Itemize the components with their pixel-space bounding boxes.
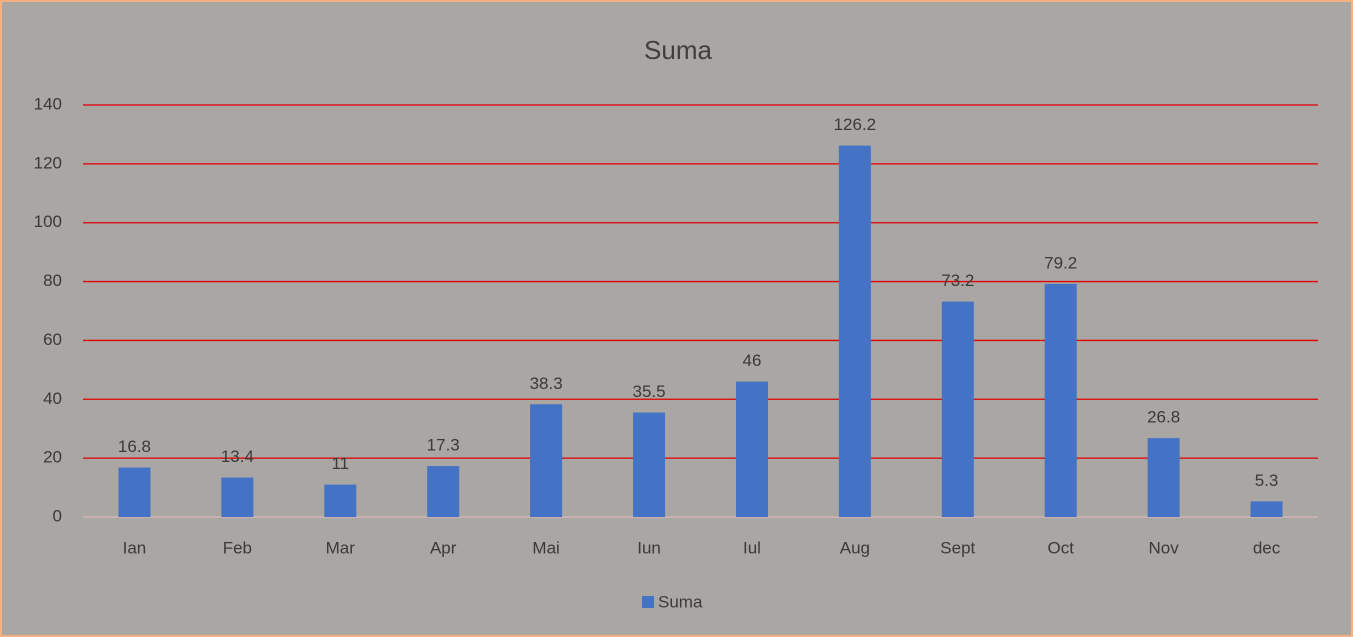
data-label: 46 xyxy=(742,351,761,370)
bar xyxy=(530,404,563,517)
data-label: 5.3 xyxy=(1255,471,1279,490)
data-label: 73.2 xyxy=(941,271,974,290)
bar xyxy=(324,484,357,517)
bar xyxy=(1250,501,1283,517)
x-tick-label: Ian xyxy=(123,538,147,557)
x-tick-label: Sept xyxy=(940,538,975,557)
data-label: 38.3 xyxy=(530,374,563,393)
x-tick-label: Nov xyxy=(1149,538,1180,557)
y-tick-label: 120 xyxy=(34,153,62,172)
legend-swatch xyxy=(642,596,654,608)
y-tick-label: 0 xyxy=(53,506,62,525)
legend-label: Suma xyxy=(658,592,703,611)
x-tick-label: Aug xyxy=(840,538,870,557)
data-label: 16.8 xyxy=(118,437,151,456)
data-label: 17.3 xyxy=(427,436,460,455)
y-tick-label: 80 xyxy=(43,271,62,290)
bar xyxy=(1147,438,1180,517)
bar xyxy=(1044,283,1077,517)
y-tick-label: 60 xyxy=(43,330,62,349)
x-tick-label: dec xyxy=(1253,538,1281,557)
y-tick-label: 20 xyxy=(43,448,62,467)
y-tick-label: 140 xyxy=(34,94,62,113)
bar xyxy=(633,412,666,517)
bar xyxy=(427,466,460,517)
chart-title: Suma xyxy=(644,35,712,65)
x-tick-label: Apr xyxy=(430,538,457,557)
bar xyxy=(735,381,768,517)
x-tick-label: Mai xyxy=(532,538,559,557)
y-tick-label: 40 xyxy=(43,389,62,408)
bar xyxy=(838,145,871,517)
x-tick-label: Oct xyxy=(1047,538,1074,557)
x-tick-label: Iun xyxy=(637,538,661,557)
y-tick-label: 100 xyxy=(34,212,62,231)
x-tick-label: Mar xyxy=(326,538,356,557)
bar xyxy=(118,467,151,517)
data-label: 13.4 xyxy=(221,447,254,466)
data-label: 79.2 xyxy=(1044,253,1077,272)
bar xyxy=(221,477,254,517)
x-tick-label: Feb xyxy=(223,538,252,557)
bar xyxy=(941,301,974,517)
data-label: 11 xyxy=(331,454,349,473)
data-label: 26.8 xyxy=(1147,408,1180,427)
data-label: 126.2 xyxy=(834,115,877,134)
data-label: 35.5 xyxy=(632,382,665,401)
x-tick-label: Iul xyxy=(743,538,761,557)
